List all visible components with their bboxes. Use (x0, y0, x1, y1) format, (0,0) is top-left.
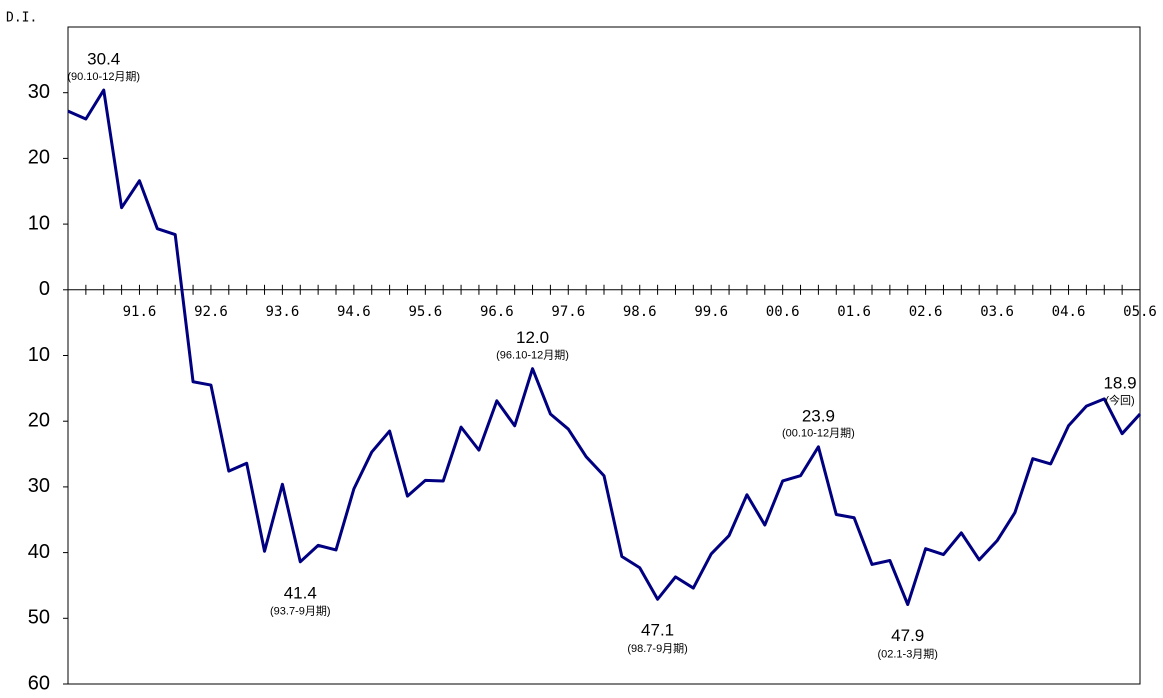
value-note: (98.7-9月期) (627, 642, 688, 655)
y-tick-label: 40 (28, 541, 50, 563)
value-note: (93.7-9月期) (270, 605, 331, 618)
x-tick-label: 94.6 (337, 304, 371, 320)
line (67, 88, 1142, 606)
value-label: 30.4 (87, 50, 120, 69)
x-tick-label: 96.6 (480, 304, 514, 320)
x-tick-label: 01.6 (837, 304, 871, 320)
value-label: 23.9 (802, 406, 835, 425)
x-tick-label: 97.6 (551, 304, 585, 320)
x-tick-label: 00.6 (766, 304, 800, 320)
value-label: 47.1 (641, 621, 674, 640)
y-axis-label: D.I. (6, 11, 37, 26)
x-tick-label: 05.6 (1123, 304, 1157, 320)
value-label: 47.9 (891, 626, 924, 645)
y-tick-label: 10 (28, 212, 50, 234)
y-tick-label: 30 (28, 81, 50, 103)
value-label: 41.4 (284, 583, 317, 602)
y-tick-label: 20 (28, 147, 50, 169)
value-note: (今回) (1105, 393, 1134, 407)
value-note: (90.10-12月期) (67, 70, 140, 83)
x-tick-label: 95.6 (408, 304, 442, 320)
x-tick-label: 99.6 (694, 304, 728, 320)
value-note: (02.1-3月期) (877, 647, 938, 660)
x-tick-label: 03.6 (980, 304, 1014, 320)
x-tick-label: 91.6 (123, 304, 157, 320)
y-tick-label: 60 (28, 672, 50, 693)
y-tick-label: 10 (28, 344, 50, 366)
x-tick-label: 93.6 (266, 304, 300, 320)
value-note: (00.10-12月期) (782, 427, 855, 440)
x-tick-label: 02.6 (909, 304, 943, 320)
value-note: (96.10-12月期) (496, 349, 569, 362)
x-tick-label: 04.6 (1052, 304, 1086, 320)
y-tick-label: 30 (28, 475, 50, 497)
y-tick-label: 20 (28, 409, 50, 431)
x-tick-label: 92.6 (194, 304, 228, 320)
y-tick-label: 50 (28, 607, 50, 629)
value-label: 12.0 (516, 328, 549, 347)
y-tick-label: 0 (39, 278, 50, 300)
value-label: 18.9 (1103, 373, 1136, 392)
plot-frame (67, 26, 1141, 685)
x-tick-label: 98.6 (623, 304, 657, 320)
